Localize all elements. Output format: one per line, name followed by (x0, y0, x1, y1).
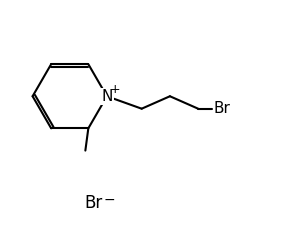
Text: −: − (103, 192, 115, 206)
Text: N: N (101, 89, 112, 104)
Text: +: + (110, 83, 121, 96)
Text: Br: Br (214, 101, 231, 116)
Text: Br: Br (85, 194, 103, 212)
